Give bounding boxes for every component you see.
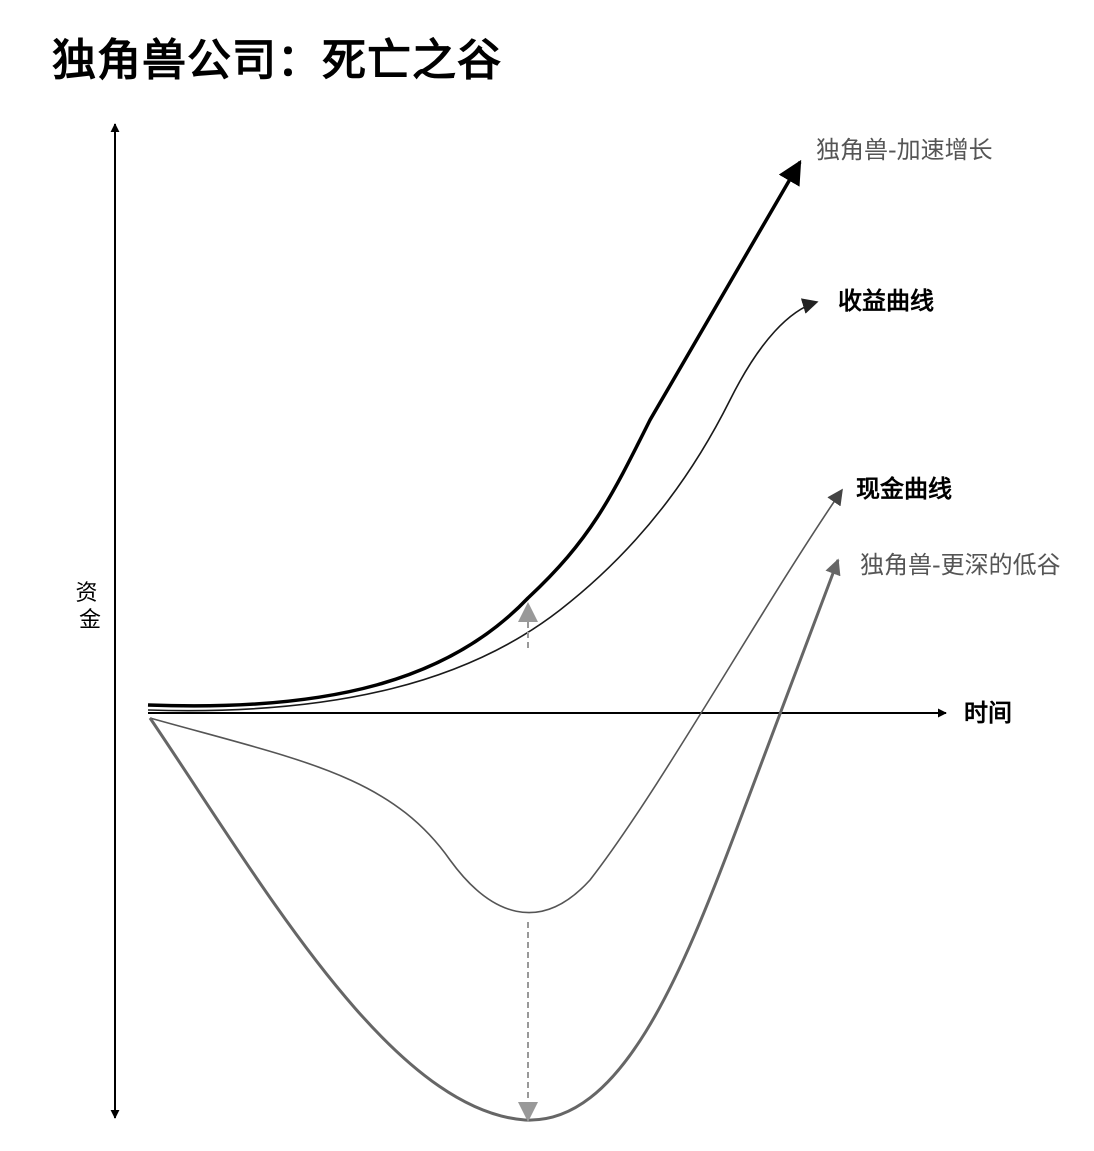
y-axis-label: 资 金	[75, 581, 104, 633]
unicorn-valley-curve	[148, 558, 841, 1122]
revenue-curve	[147, 298, 819, 712]
page-title: 独角兽公司：死亡之谷	[52, 35, 502, 86]
unicorn-accel-curve	[147, 159, 802, 708]
unicorn-accel-label: 独角兽-加速增长	[816, 136, 993, 164]
cash-label: 现金曲线	[856, 475, 952, 503]
revenue-label: 收益曲线	[838, 287, 934, 315]
x-axis-label: 时间	[964, 699, 1012, 727]
y-axis-label-char-2: 金	[79, 608, 101, 633]
unicorn-valley-label: 独角兽-更深的低谷	[860, 551, 1061, 579]
cash-curve	[149, 488, 843, 914]
y-axis-label-char-1: 资	[75, 581, 97, 606]
